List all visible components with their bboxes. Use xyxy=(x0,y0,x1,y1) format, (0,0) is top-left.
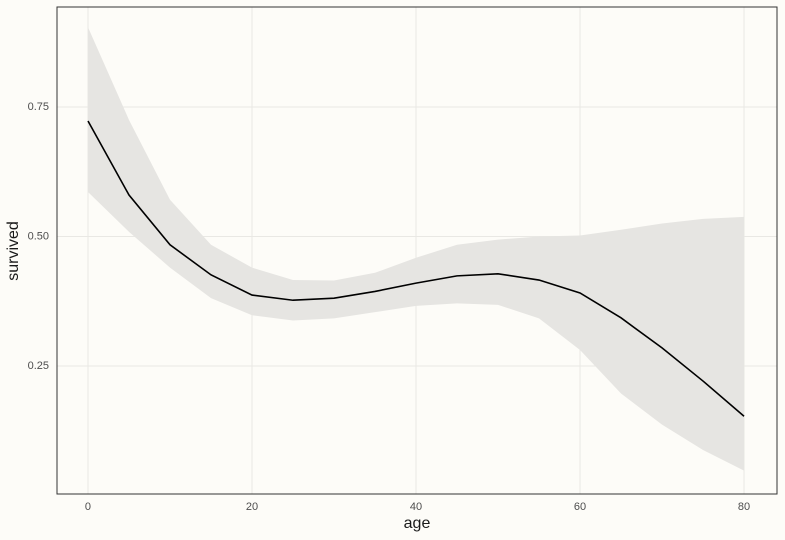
y-tick-label: 0.50 xyxy=(28,230,49,242)
smooth-line xyxy=(87,120,745,417)
y-tick-label: 0.75 xyxy=(28,101,49,113)
confidence-band xyxy=(87,27,745,471)
x-tick-label: 60 xyxy=(574,501,586,513)
y-axis-title: survived xyxy=(5,221,22,281)
x-tick-label: 20 xyxy=(246,501,258,513)
x-tick-label: 80 xyxy=(738,501,750,513)
x-tick-label: 0 xyxy=(85,501,91,513)
y-tick-label: 0.25 xyxy=(28,360,49,372)
panel-border xyxy=(56,6,778,495)
x-tick-label: 40 xyxy=(410,501,422,513)
x-axis-title: age xyxy=(404,515,431,532)
